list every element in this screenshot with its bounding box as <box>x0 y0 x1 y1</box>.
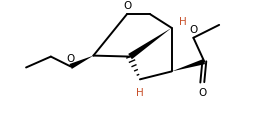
Text: O: O <box>198 87 206 97</box>
Polygon shape <box>128 29 172 60</box>
Polygon shape <box>172 59 205 72</box>
Text: O: O <box>189 25 198 35</box>
Text: O: O <box>66 53 75 63</box>
Text: H: H <box>179 17 186 27</box>
Text: O: O <box>123 1 131 11</box>
Text: H: H <box>136 87 144 97</box>
Polygon shape <box>69 56 94 69</box>
